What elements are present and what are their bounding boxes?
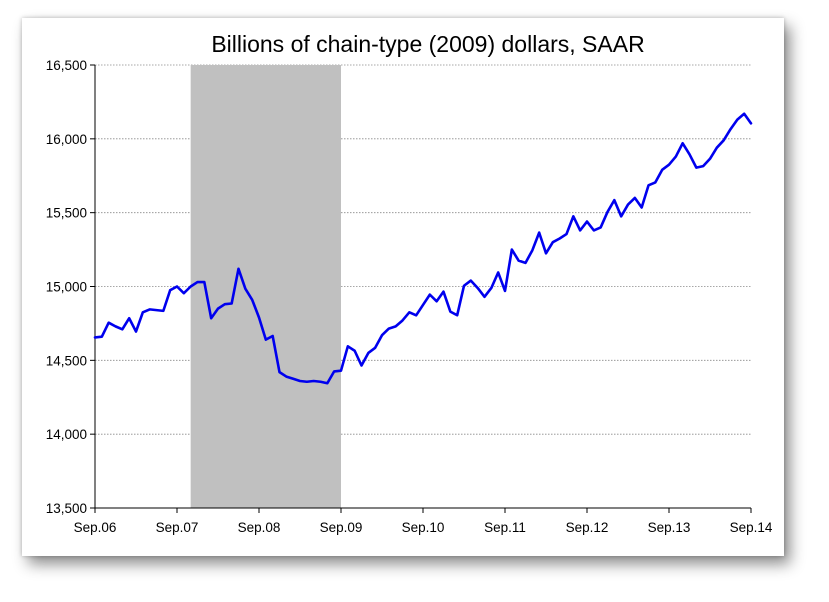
y-tick-label: 15,500: [46, 206, 87, 221]
recession-bar: [190, 65, 341, 508]
y-tick-label: 15,000: [46, 280, 87, 295]
x-axis-ticks: Sep.06 Sep.07 Sep.08 Sep.09 Sep.10 Sep.11 Sep.…: [74, 508, 773, 535]
x-tick-label: Sep.06: [74, 520, 117, 535]
y-tick-label: 13,500: [46, 501, 87, 516]
chart-title: Billions of chain-type (2009) dollars, S…: [211, 31, 644, 57]
y-tick-label: 16,000: [46, 132, 87, 147]
recession-shading: [190, 65, 341, 508]
y-tick-label: 14,500: [46, 353, 87, 368]
y-tick-label: 16,500: [46, 58, 87, 73]
x-tick-label: Sep.08: [238, 520, 281, 535]
y-axis-ticks: 13,500 14,000 14,500 15,000 15,500 16,000 16,5…: [46, 58, 95, 516]
x-tick-label: Sep.12: [566, 520, 609, 535]
x-tick-label: Sep.10: [402, 520, 445, 535]
y-tick-label: 14,000: [46, 427, 87, 442]
series-group: [93, 112, 753, 385]
x-tick-label: Sep.07: [156, 520, 199, 535]
x-tick-label: Sep.13: [648, 520, 691, 535]
chart-card: [22, 18, 784, 556]
x-tick-label: Sep.11: [484, 520, 526, 535]
x-tick-label: Sep.14: [730, 520, 773, 535]
x-tick-label: Sep.09: [320, 520, 363, 535]
